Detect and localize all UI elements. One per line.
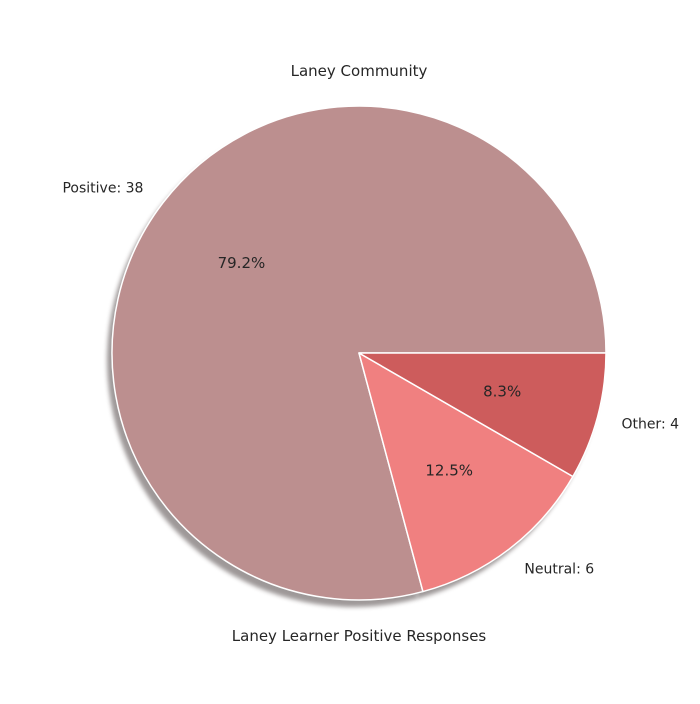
slice-label: Other: 4 (621, 416, 679, 432)
slice-percent-label: 8.3% (483, 382, 521, 400)
slice-percent-label: 79.2% (218, 254, 266, 272)
x-axis-label: Laney Learner Positive Responses (232, 627, 487, 645)
slice-label: Neutral: 6 (524, 562, 594, 578)
pie-slice-positive (111, 105, 607, 601)
slice-percent-label: 12.5% (425, 462, 473, 480)
chart-title: Laney Community (291, 62, 428, 80)
slice-label: Positive: 38 (62, 181, 143, 197)
pie-slices (111, 105, 607, 601)
pie-slice-other (358, 352, 607, 478)
pie-labels: Positive: 38 79.2% Neutral: 6 12.5% Other: 4… (62, 181, 679, 578)
pie-slice-neutral (358, 352, 574, 593)
